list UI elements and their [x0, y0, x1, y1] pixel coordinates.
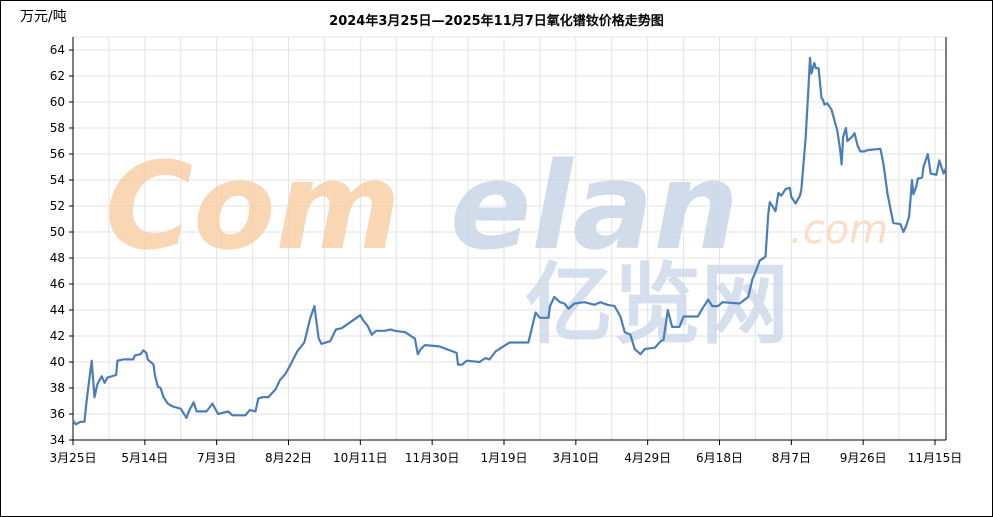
- x-tick-label: 1月19日: [481, 451, 528, 465]
- y-tick-label: 40: [50, 355, 65, 369]
- y-tick-label: 50: [50, 225, 65, 239]
- x-tick-label: 3月10日: [552, 451, 599, 465]
- y-tick-label: 54: [50, 173, 65, 187]
- y-tick-label: 42: [50, 329, 65, 343]
- x-tick-label: 10月11日: [333, 451, 388, 465]
- watermark-com: Com: [105, 138, 401, 277]
- x-tick-label: 9月26日: [840, 451, 887, 465]
- y-tick-label: 38: [50, 381, 65, 395]
- watermark-elan: elan: [450, 138, 739, 277]
- y-tick-label: 56: [50, 147, 65, 161]
- x-tick-label: 6月18日: [696, 451, 743, 465]
- y-axis-unit: 万元/吨: [20, 9, 67, 25]
- axes: 34 36 38 40 42 44 46 48 50 52 54 56 58 60 62 64 3月25日 5月1…: [50, 37, 963, 465]
- price-line: [72, 56, 948, 426]
- watermark-cn: 亿览网: [525, 253, 789, 356]
- y-tick-label: 62: [50, 69, 65, 83]
- x-tick-label: 8月22日: [265, 451, 312, 465]
- x-tick-label: 8月7日: [772, 451, 811, 465]
- x-tick-label: 4月29日: [624, 451, 671, 465]
- x-tick-label: 11月15日: [908, 451, 963, 465]
- y-tick-label: 52: [50, 199, 65, 213]
- chart-title: 2024年3月25日—2025年11月7日氧化镨钕价格走势图: [329, 14, 664, 29]
- y-tick-label: 36: [50, 407, 65, 421]
- x-tick-label: 11月30日: [405, 451, 460, 465]
- y-tick-label: 46: [50, 277, 65, 291]
- y-tick-label: 60: [50, 95, 65, 109]
- y-tick-label: 64: [50, 43, 65, 57]
- watermark-logo: Com elan .com 亿览网: [105, 138, 888, 356]
- x-tick-label: 3月25日: [50, 451, 97, 465]
- y-tick-label: 48: [50, 251, 65, 265]
- y-tick-label: 44: [50, 303, 65, 317]
- y-tick-label: 58: [50, 121, 65, 135]
- y-tick-label: 34: [50, 433, 65, 447]
- x-tick-label: 7月3日: [197, 451, 236, 465]
- watermark-dotcom: .com: [790, 207, 888, 253]
- x-tick-label: 5月14日: [121, 451, 168, 465]
